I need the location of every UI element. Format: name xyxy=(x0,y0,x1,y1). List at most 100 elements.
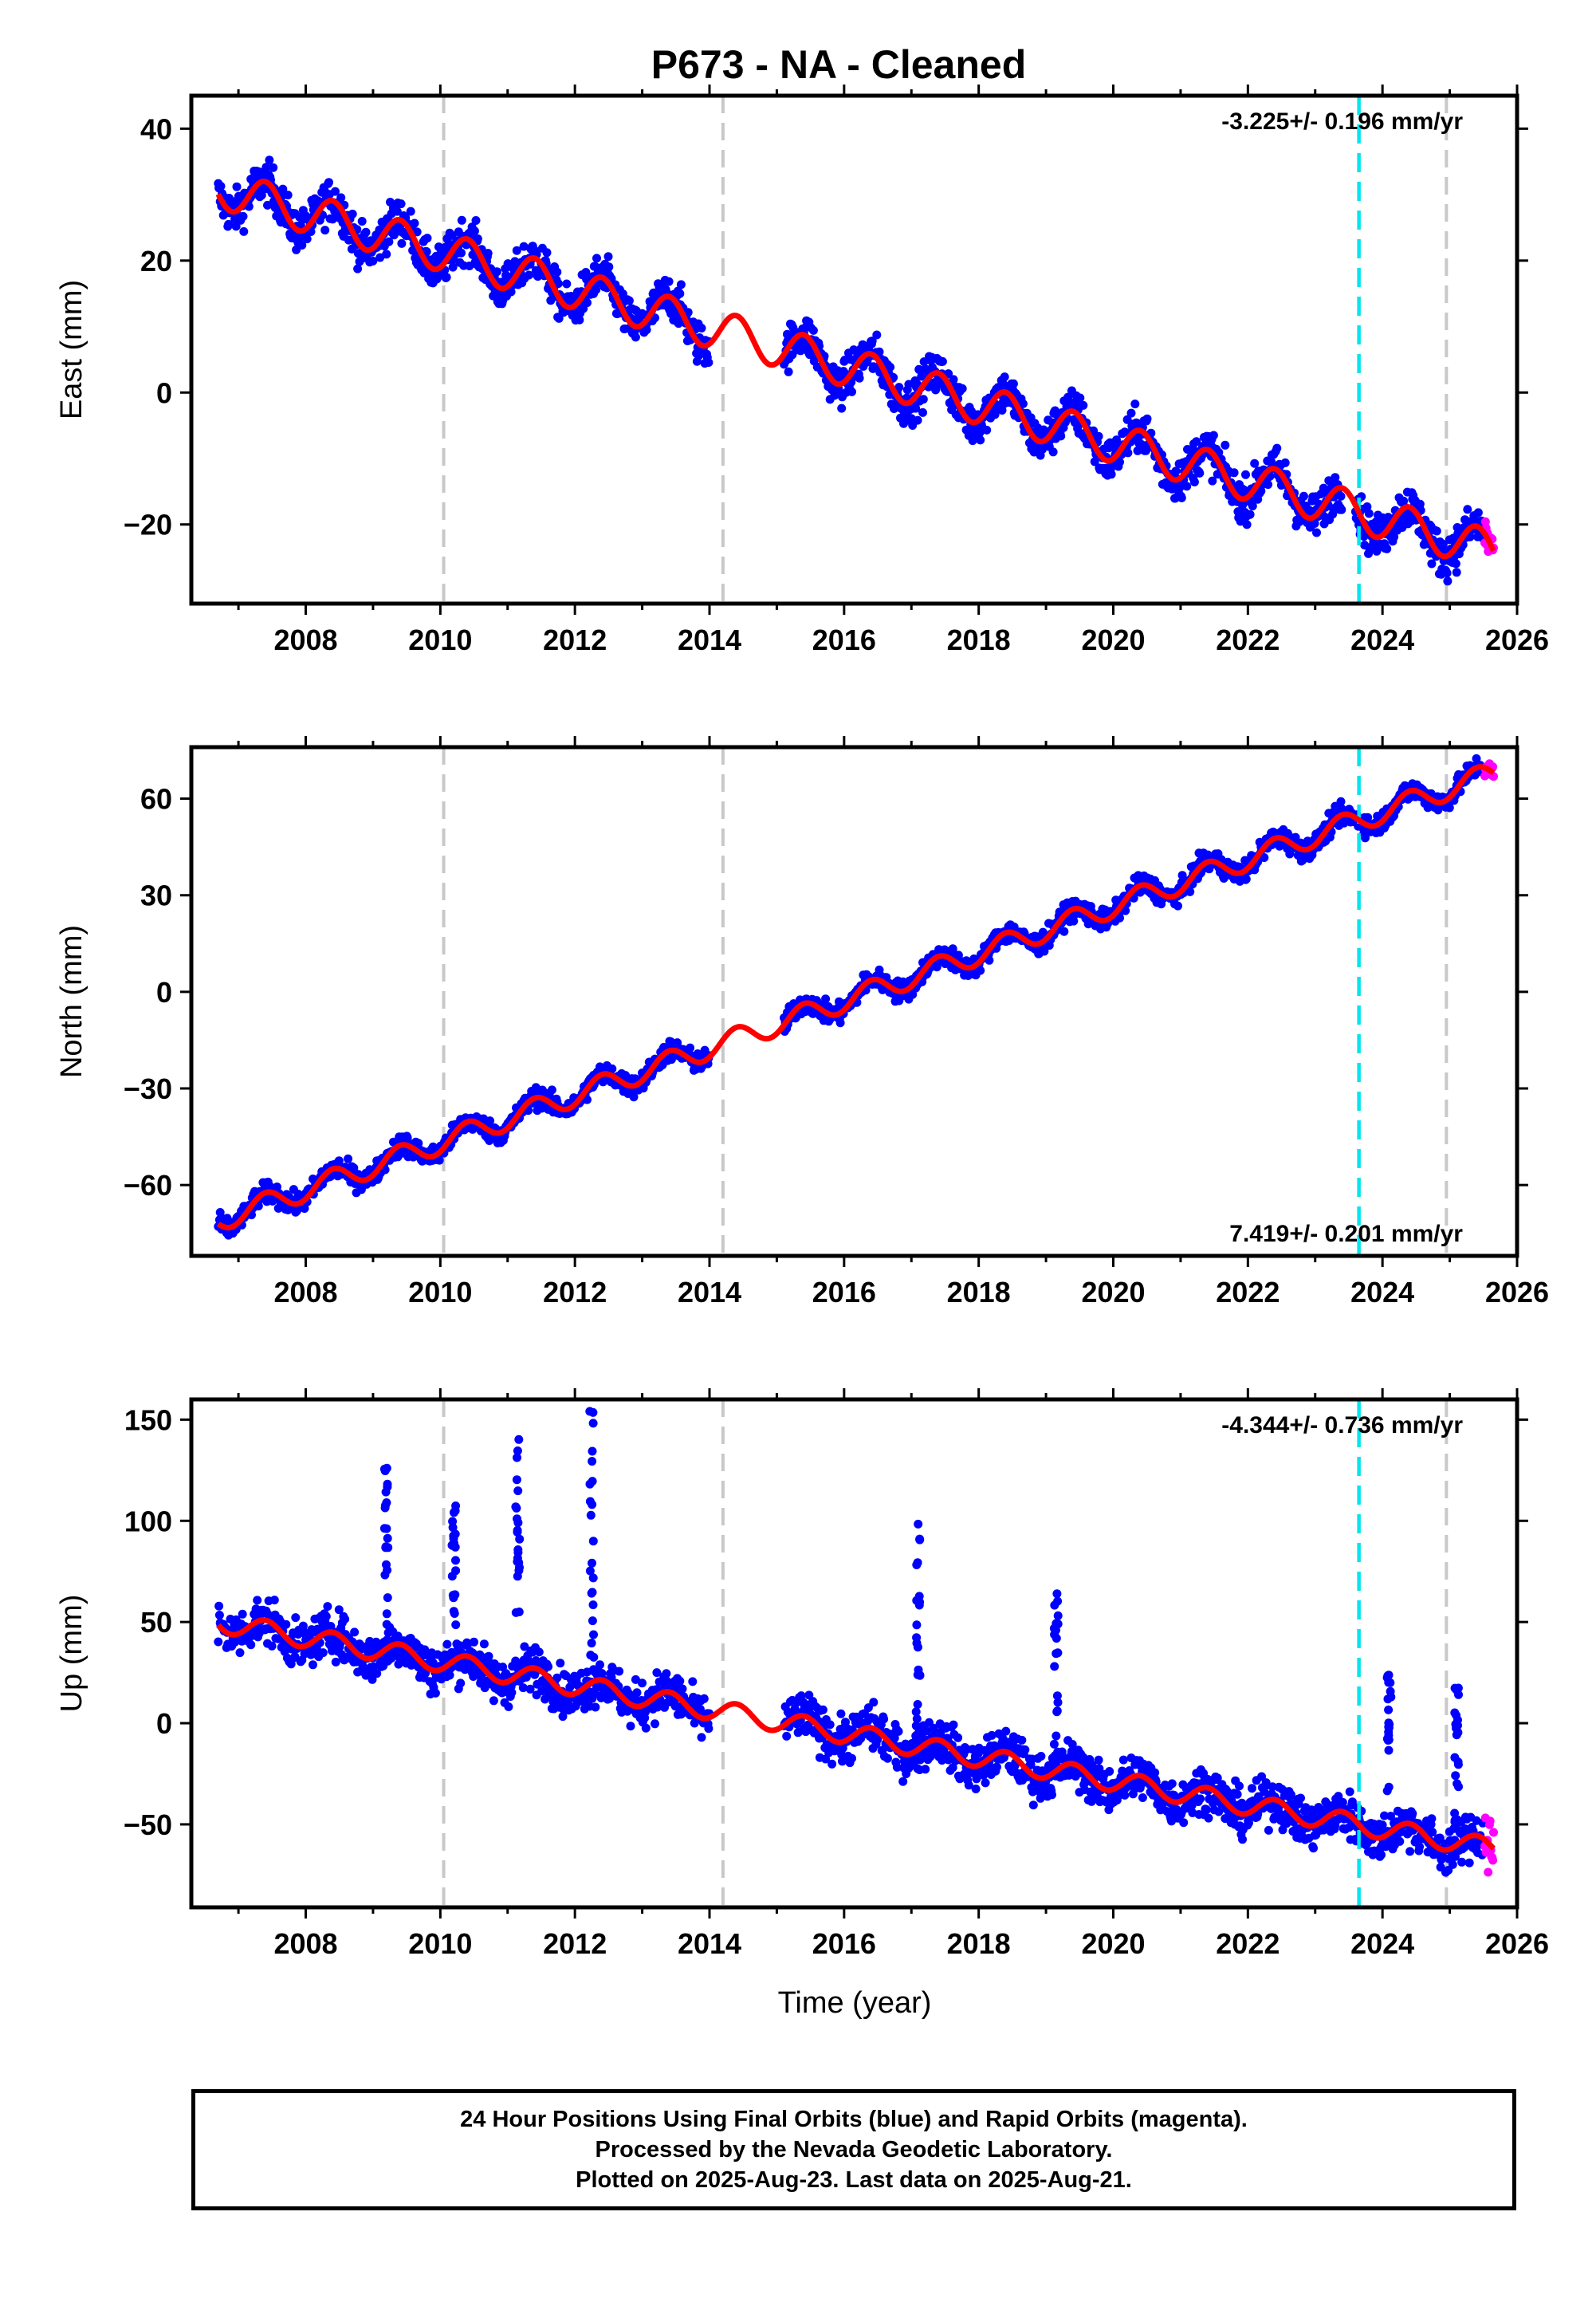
data-point xyxy=(704,358,713,368)
data-point xyxy=(547,1085,556,1095)
data-point xyxy=(320,226,330,235)
data-point xyxy=(855,373,864,383)
data-point xyxy=(883,1753,892,1763)
data-point xyxy=(1241,875,1251,883)
data-point xyxy=(836,1709,846,1718)
data-point xyxy=(1126,408,1136,418)
data-point xyxy=(448,262,458,272)
data-point xyxy=(1364,509,1374,518)
data-point xyxy=(651,1719,659,1729)
data-point xyxy=(1075,393,1085,403)
data-point xyxy=(414,1139,423,1148)
data-point xyxy=(246,1640,256,1650)
data-point xyxy=(1241,470,1250,479)
data-point xyxy=(1442,569,1452,578)
data-point xyxy=(382,250,391,259)
data-point xyxy=(442,1639,452,1649)
data-point xyxy=(1427,559,1437,569)
data-point xyxy=(1142,414,1152,423)
data-point xyxy=(1272,443,1282,453)
data-point xyxy=(1310,519,1319,528)
data-point xyxy=(827,1759,837,1769)
data-point xyxy=(1079,400,1088,410)
data-point xyxy=(283,191,293,200)
data-point xyxy=(507,1688,517,1698)
data-point xyxy=(697,324,706,333)
data-point xyxy=(297,241,307,250)
data-point xyxy=(323,1602,332,1612)
data-point xyxy=(1221,440,1230,450)
panel-east: 2008 2010 2012 2014 2016 2018 2020 2022 2024 2026… xyxy=(55,85,1549,656)
data-point xyxy=(1008,379,1018,388)
data-point xyxy=(214,1637,223,1647)
data-point xyxy=(300,1204,309,1213)
data-point xyxy=(875,347,884,356)
data-point xyxy=(485,1116,495,1126)
data-point xyxy=(629,1092,639,1102)
data-point xyxy=(603,252,613,262)
data-point xyxy=(525,270,533,280)
data-point xyxy=(553,279,563,289)
data-point xyxy=(336,193,346,203)
data-point xyxy=(392,207,402,216)
data-point xyxy=(662,1669,671,1678)
data-point xyxy=(592,285,601,294)
data-point xyxy=(949,375,958,384)
data-point xyxy=(1362,502,1372,511)
data-point xyxy=(1312,528,1321,537)
y-tick-label: 40 xyxy=(140,112,172,145)
data-point xyxy=(1280,458,1290,467)
x-tick-label: 2020 xyxy=(1081,624,1145,656)
x-tick-label: 2016 xyxy=(812,1276,876,1309)
data-point xyxy=(484,1651,493,1661)
data-point xyxy=(1115,913,1124,923)
data-point xyxy=(1473,508,1483,518)
data-point xyxy=(949,1720,958,1730)
data-point xyxy=(1451,559,1460,569)
data-point xyxy=(1250,458,1260,468)
data-point xyxy=(808,325,818,335)
x-tick-label: 2020 xyxy=(1081,1276,1145,1309)
data-point xyxy=(434,1155,444,1165)
data-point xyxy=(913,415,922,425)
data-point xyxy=(519,242,529,251)
data-point xyxy=(267,1641,277,1651)
data-point xyxy=(470,226,479,236)
data-point xyxy=(985,955,994,965)
data-point xyxy=(456,1678,466,1688)
data-point xyxy=(683,308,693,317)
data-point xyxy=(592,254,601,263)
data-point xyxy=(641,1723,651,1733)
data-point xyxy=(512,246,521,255)
data-point xyxy=(263,200,272,210)
data-point xyxy=(1291,832,1300,842)
data-point xyxy=(1443,577,1453,586)
data-point xyxy=(1336,491,1346,501)
x-tick-label: 2018 xyxy=(947,1276,1011,1309)
data-point xyxy=(1208,476,1217,486)
data-point xyxy=(898,1777,908,1786)
x-tick-label: 2024 xyxy=(1350,624,1414,656)
data-point xyxy=(423,234,432,243)
data-point xyxy=(1209,431,1218,440)
data-point xyxy=(554,313,564,323)
data-point xyxy=(957,384,967,393)
data-point xyxy=(1264,480,1273,490)
data-point xyxy=(607,1064,617,1073)
data-point xyxy=(334,1156,344,1166)
x-tick-label: 2014 xyxy=(678,624,741,656)
data-point xyxy=(869,1698,879,1707)
data-point xyxy=(976,966,985,975)
data-point xyxy=(552,267,562,277)
data-point xyxy=(1171,466,1181,476)
data-point xyxy=(631,333,640,342)
data-point xyxy=(675,289,685,298)
y-tick-label: 30 xyxy=(140,880,172,912)
data-point xyxy=(473,234,482,243)
plot-area xyxy=(214,96,1498,604)
data-point xyxy=(470,1637,478,1647)
data-point xyxy=(847,1753,856,1763)
data-point xyxy=(784,367,793,376)
data-point xyxy=(1182,482,1192,491)
x-tick-label: 2026 xyxy=(1485,624,1549,656)
